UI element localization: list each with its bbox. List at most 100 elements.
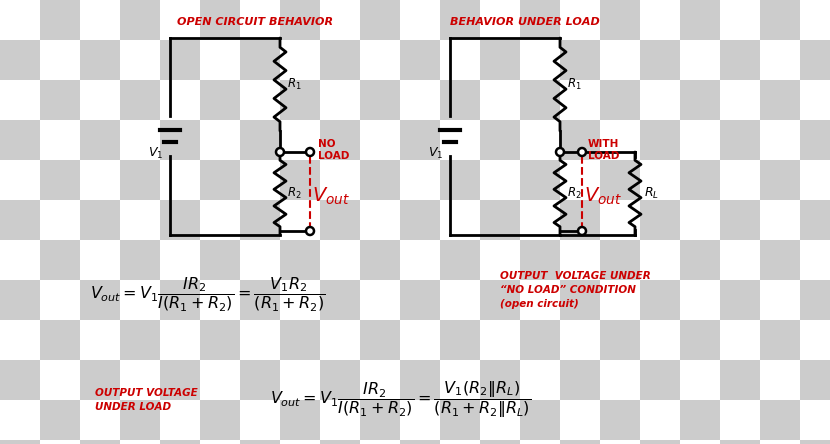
Bar bbox=[400, 160, 440, 200]
Bar bbox=[480, 0, 520, 40]
Bar bbox=[200, 160, 240, 200]
Bar bbox=[560, 0, 600, 40]
Bar bbox=[440, 240, 480, 280]
Text: $V_1$: $V_1$ bbox=[428, 146, 444, 161]
Bar bbox=[120, 200, 160, 240]
Bar bbox=[280, 40, 320, 80]
Bar bbox=[520, 280, 560, 320]
Bar bbox=[0, 400, 40, 440]
Bar bbox=[200, 0, 240, 40]
Bar bbox=[120, 80, 160, 120]
Bar bbox=[800, 440, 830, 444]
Text: $\mathit{V}_{out}$: $\mathit{V}_{out}$ bbox=[312, 186, 350, 207]
Bar bbox=[640, 0, 680, 40]
Bar bbox=[440, 320, 480, 360]
Bar bbox=[200, 440, 240, 444]
Bar bbox=[200, 280, 240, 320]
Bar bbox=[520, 240, 560, 280]
Bar bbox=[40, 0, 80, 40]
Bar bbox=[760, 40, 800, 80]
Bar bbox=[400, 80, 440, 120]
Bar bbox=[240, 240, 280, 280]
Bar bbox=[720, 200, 760, 240]
Bar bbox=[280, 320, 320, 360]
Bar bbox=[320, 240, 360, 280]
Bar bbox=[440, 280, 480, 320]
Bar bbox=[360, 80, 400, 120]
Bar bbox=[80, 40, 120, 80]
Bar bbox=[120, 320, 160, 360]
Bar bbox=[480, 80, 520, 120]
Bar bbox=[400, 280, 440, 320]
Bar bbox=[0, 280, 40, 320]
Bar bbox=[640, 320, 680, 360]
Bar bbox=[360, 400, 400, 440]
Bar bbox=[720, 0, 760, 40]
Bar bbox=[0, 440, 40, 444]
Text: WITH
LOAD: WITH LOAD bbox=[588, 139, 619, 161]
Bar bbox=[440, 360, 480, 400]
Bar bbox=[720, 40, 760, 80]
Bar bbox=[240, 440, 280, 444]
Bar bbox=[480, 120, 520, 160]
Bar bbox=[520, 320, 560, 360]
Bar bbox=[200, 240, 240, 280]
Bar bbox=[120, 400, 160, 440]
Bar bbox=[680, 120, 720, 160]
Bar bbox=[600, 160, 640, 200]
Bar bbox=[280, 0, 320, 40]
Bar bbox=[280, 360, 320, 400]
Bar bbox=[200, 320, 240, 360]
Bar bbox=[560, 280, 600, 320]
Text: $R_1$: $R_1$ bbox=[567, 77, 582, 92]
Bar bbox=[440, 400, 480, 440]
Bar bbox=[40, 280, 80, 320]
Bar bbox=[80, 160, 120, 200]
Bar bbox=[320, 200, 360, 240]
Bar bbox=[640, 40, 680, 80]
Bar bbox=[280, 120, 320, 160]
Bar bbox=[240, 0, 280, 40]
Bar bbox=[800, 240, 830, 280]
Bar bbox=[560, 440, 600, 444]
Bar bbox=[400, 40, 440, 80]
Bar bbox=[0, 0, 40, 40]
Bar bbox=[600, 280, 640, 320]
Bar bbox=[800, 80, 830, 120]
Bar bbox=[80, 240, 120, 280]
Bar bbox=[240, 120, 280, 160]
Bar bbox=[760, 320, 800, 360]
Bar bbox=[320, 280, 360, 320]
Bar bbox=[360, 0, 400, 40]
Bar bbox=[680, 440, 720, 444]
Bar bbox=[760, 240, 800, 280]
Bar bbox=[520, 40, 560, 80]
Bar bbox=[400, 120, 440, 160]
Bar bbox=[160, 0, 200, 40]
Bar bbox=[320, 360, 360, 400]
Bar bbox=[600, 200, 640, 240]
Bar bbox=[80, 400, 120, 440]
Bar bbox=[80, 280, 120, 320]
Bar bbox=[800, 280, 830, 320]
Bar bbox=[320, 320, 360, 360]
Text: OPEN CIRCUIT BEHAVIOR: OPEN CIRCUIT BEHAVIOR bbox=[177, 17, 333, 27]
Bar bbox=[560, 240, 600, 280]
Bar bbox=[280, 400, 320, 440]
Bar bbox=[40, 320, 80, 360]
Bar bbox=[200, 40, 240, 80]
Text: OUTPUT  VOLTAGE UNDER
“NO LOAD” CONDITION
(open circuit): OUTPUT VOLTAGE UNDER “NO LOAD” CONDITION… bbox=[500, 271, 651, 309]
Bar bbox=[360, 320, 400, 360]
Bar bbox=[680, 360, 720, 400]
Bar bbox=[640, 120, 680, 160]
Bar bbox=[720, 160, 760, 200]
Bar bbox=[480, 360, 520, 400]
Bar bbox=[360, 240, 400, 280]
Bar bbox=[40, 160, 80, 200]
Bar bbox=[80, 320, 120, 360]
Bar bbox=[240, 280, 280, 320]
Bar bbox=[120, 280, 160, 320]
Bar bbox=[520, 160, 560, 200]
Bar bbox=[200, 80, 240, 120]
Text: $V_1$: $V_1$ bbox=[149, 146, 164, 161]
